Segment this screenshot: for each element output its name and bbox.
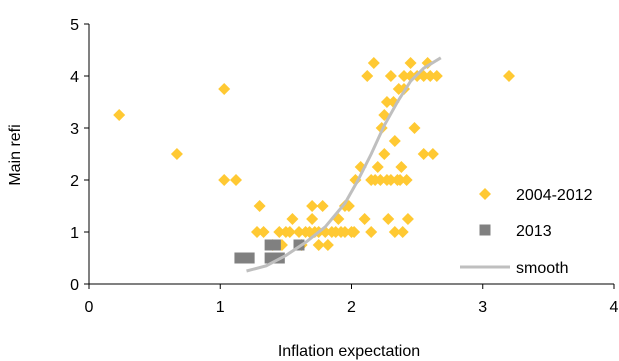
point-2004-2012-67 <box>409 122 421 134</box>
y-tick-label-4: 4 <box>70 69 79 86</box>
point-2004-2012-7 <box>258 226 270 238</box>
point-2004-2012-4 <box>230 174 242 186</box>
point-2004-2012-65 <box>405 57 417 69</box>
x-axis-title: Inflation expectation <box>278 343 420 360</box>
y-tick-label-0: 0 <box>70 277 79 294</box>
point-2004-2012-50 <box>382 213 394 225</box>
point-2004-2012-75 <box>503 70 515 82</box>
y-tick-label-2: 2 <box>70 173 79 190</box>
point-2004-2012-2 <box>218 83 230 95</box>
legend-label-smooth: smooth <box>516 260 568 277</box>
point-2004-2012-43 <box>372 161 384 173</box>
point-2004-2012-41 <box>368 57 380 69</box>
point-2004-2012-6 <box>254 200 266 212</box>
legend-label-2004-2012: 2004-2012 <box>516 187 593 204</box>
point-2004-2012-59 <box>395 161 407 173</box>
y-tick-label-5: 5 <box>70 17 79 34</box>
point-2004-2012-13 <box>286 213 298 225</box>
point-2004-2012-3 <box>218 174 230 186</box>
legend-marker-2013 <box>480 225 491 236</box>
legend-diamond-2004-2012 <box>479 188 491 200</box>
point-2004-2012-1 <box>171 148 183 160</box>
point-2004-2012-25 <box>322 239 334 251</box>
legend-marker-2004-2012 <box>479 188 491 200</box>
point-2004-2012-18 <box>306 213 318 225</box>
legend-label-2013: 2013 <box>516 223 552 240</box>
point-2004-2012-60 <box>397 226 409 238</box>
x-tick-label-2: 2 <box>347 299 356 316</box>
legend-square-2013 <box>480 225 491 236</box>
point-2004-2012-74 <box>431 70 443 82</box>
point-2004-2012-73 <box>427 148 439 160</box>
point-2004-2012-47 <box>378 148 390 160</box>
point-2004-2012-38 <box>361 70 373 82</box>
point-2004-2012-64 <box>402 213 414 225</box>
x-tick-label-4: 4 <box>610 299 619 316</box>
point-2004-2012-37 <box>359 213 371 225</box>
series-line-smooth <box>247 58 441 271</box>
point-2004-2012-54 <box>389 135 401 147</box>
point-2004-2012-39 <box>365 226 377 238</box>
y-tick-label-1: 1 <box>70 225 79 242</box>
y-tick-label-3: 3 <box>70 121 79 138</box>
point-2004-2012-23 <box>317 200 329 212</box>
point-2013-3 <box>270 240 281 251</box>
point-2004-2012-63 <box>401 174 413 186</box>
x-tick-label-3: 3 <box>478 299 487 316</box>
point-2004-2012-19 <box>306 200 318 212</box>
point-2013-1 <box>244 253 255 264</box>
y-axis-title: Main refi <box>7 124 24 185</box>
point-2004-2012-52 <box>385 70 397 82</box>
legend: 2004-2012 2013 smooth <box>460 187 593 277</box>
x-tick-label-0: 0 <box>85 299 94 316</box>
point-2004-2012-0 <box>113 109 125 121</box>
axes <box>84 24 614 289</box>
marks <box>113 57 515 271</box>
x-tick-label-1: 1 <box>216 299 225 316</box>
